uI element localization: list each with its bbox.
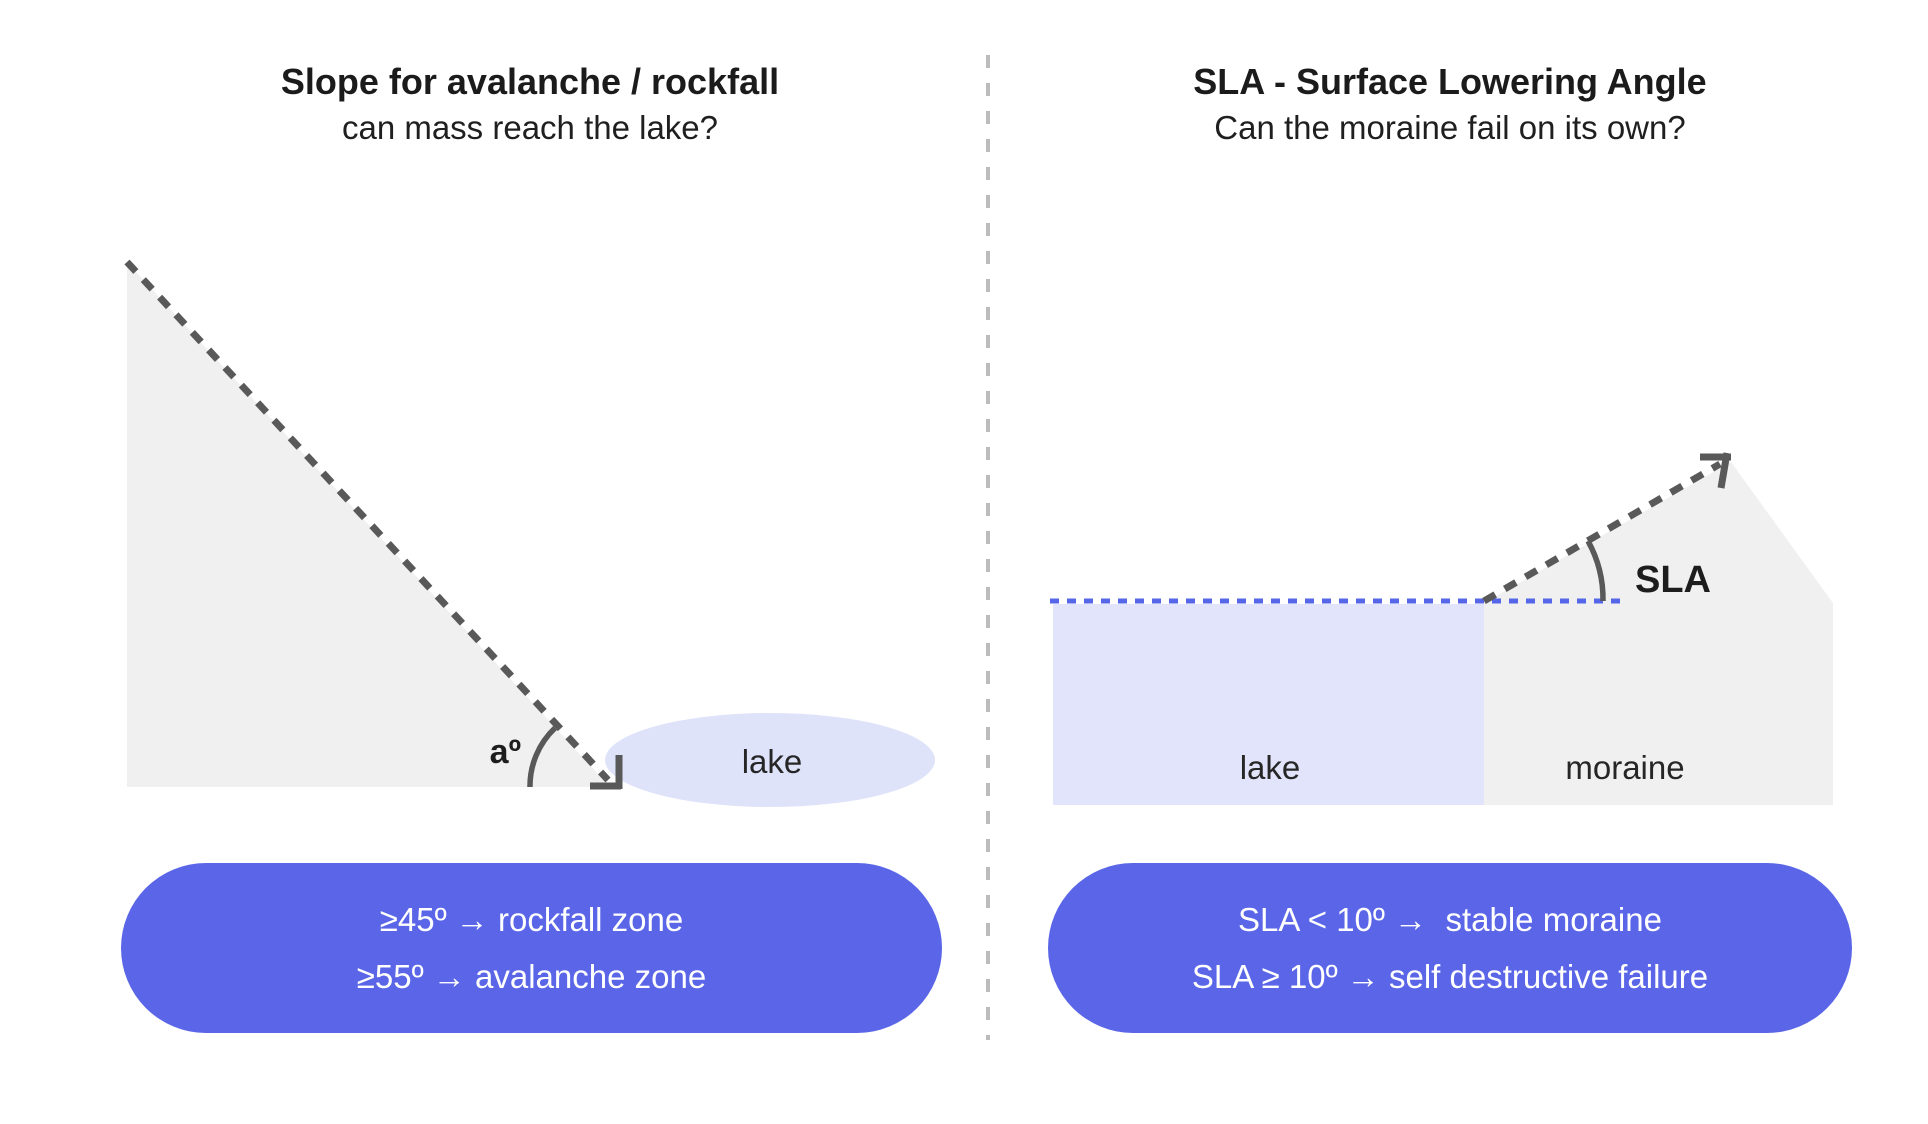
sla-rules-badge: SLA < 10º → stable moraine SLA ≥ 10º → s…	[1048, 863, 1852, 1033]
slope-angle-label: aº	[490, 733, 521, 771]
right-lake-label: lake	[1240, 749, 1301, 786]
stable-moraine-rule-text: SLA < 10º → stable moraine	[1238, 901, 1662, 938]
failure-rule-text: SLA ≥ 10º → self destructive failure	[1191, 958, 1709, 995]
sla-arrow-icon	[1700, 452, 1731, 489]
lake-ellipse	[605, 713, 935, 807]
sla-angle-label: SLA	[1635, 559, 1711, 601]
panel-divider	[986, 55, 990, 1040]
right-panel-title: SLA - Surface Lowering Angle	[1193, 61, 1707, 102]
rockfall-avalanche-badge: ≥45º → rockfall zone ≥55º → avalanche zo…	[121, 863, 942, 1033]
right-panel-header: SLA - Surface Lowering Angle Can the mor…	[992, 58, 1908, 150]
rockfall-rule-text: ≥45º → rockfall zone	[379, 901, 684, 938]
slope-arrow-icon	[590, 755, 623, 790]
slope-angle-arc	[527, 726, 557, 788]
lake-rect	[1053, 604, 1484, 805]
avalanche-rule-text: ≥55º → avalanche zone	[356, 958, 707, 995]
left-panel-subtitle: can mass reach the lake?	[341, 109, 719, 146]
sla-angle-arc	[1585, 539, 1606, 602]
sla-dashed-line	[1482, 460, 1722, 605]
moraine-label: moraine	[1565, 749, 1684, 786]
left-lake-label: lake	[742, 743, 803, 780]
right-panel-subtitle: Can the moraine fail on its own?	[1214, 109, 1686, 146]
left-panel-title: Slope for avalanche / rockfall	[280, 61, 780, 102]
moraine-shape	[1484, 462, 1833, 805]
left-panel-header: Slope for avalanche / rockfall can mass …	[70, 58, 990, 150]
